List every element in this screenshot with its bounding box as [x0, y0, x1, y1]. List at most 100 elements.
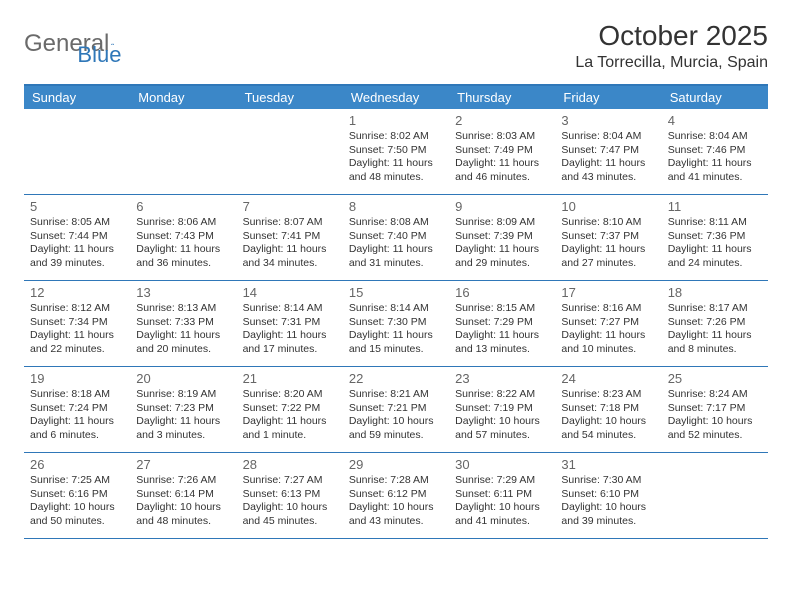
dayhead-tue: Tuesday — [237, 86, 343, 109]
calendar-day: 30 Sunrise: 7:29 AMSunset: 6:11 PMDayligh… — [449, 453, 555, 538]
day-number: 15 — [349, 285, 443, 300]
calendar-day: 3 Sunrise: 8:04 AMSunset: 7:47 PMDaylight… — [555, 109, 661, 194]
calendar-day: 9Sunrise: 8:09 AMSunset: 7:39 PMDaylight… — [449, 195, 555, 280]
title-block: October 2025 La Torrecilla, Murcia, Spai… — [575, 20, 768, 72]
day-info: Sunrise: 8:20 AMSunset: 7:22 PMDaylight:… — [243, 388, 337, 443]
calendar-day: 25 Sunrise: 8:24 AMSunset: 7:17 PMDayligh… — [662, 367, 768, 452]
calendar-day: 15 Sunrise: 8:14 AMSunset: 7:30 PMDayligh… — [343, 281, 449, 366]
day-number: 16 — [455, 285, 549, 300]
day-number: 10 — [561, 199, 655, 214]
day-info: Sunrise: 8:22 AMSunset: 7:19 PMDaylight:… — [455, 388, 549, 443]
calendar-week: 12 Sunrise: 8:12 AMSunset: 7:34 PMDayligh… — [24, 281, 768, 367]
calendar-day-empty — [130, 109, 236, 194]
calendar-day: 5 Sunrise: 8:05 AMSunset: 7:44 PMDaylight… — [24, 195, 130, 280]
calendar-day: 12 Sunrise: 8:12 AMSunset: 7:34 PMDayligh… — [24, 281, 130, 366]
calendar-day: 23 Sunrise: 8:22 AMSunset: 7:19 PMDayligh… — [449, 367, 555, 452]
day-number: 2 — [455, 113, 549, 128]
dayhead-fri: Friday — [555, 86, 661, 109]
calendar-day: 28Sunrise: 7:27 AMSunset: 6:13 PMDayligh… — [237, 453, 343, 538]
day-number: 25 — [668, 371, 762, 386]
calendar-day: 18 Sunrise: 8:17 AMSunset: 7:26 PMDayligh… — [662, 281, 768, 366]
calendar-day: 11Sunrise: 8:11 AMSunset: 7:36 PMDayligh… — [662, 195, 768, 280]
day-info: Sunrise: 8:04 AMSunset: 7:47 PMDaylight:… — [561, 130, 655, 185]
day-number: 30 — [455, 457, 549, 472]
day-number: 26 — [30, 457, 124, 472]
calendar-day-empty — [24, 109, 130, 194]
calendar-day: 7 Sunrise: 8:07 AMSunset: 7:41 PMDaylight… — [237, 195, 343, 280]
day-number: 24 — [561, 371, 655, 386]
calendar-day: 22 Sunrise: 8:21 AMSunset: 7:21 PMDayligh… — [343, 367, 449, 452]
calendar: Sunday Monday Tuesday Wednesday Thursday… — [24, 84, 768, 539]
day-number: 7 — [243, 199, 337, 214]
day-info: Sunrise: 8:23 AMSunset: 7:18 PMDaylight:… — [561, 388, 655, 443]
calendar-day: 26 Sunrise: 7:25 AMSunset: 6:16 PMDayligh… — [24, 453, 130, 538]
day-info: Sunrise: 8:14 AMSunset: 7:30 PMDaylight:… — [349, 302, 443, 357]
dayhead-sun: Sunday — [24, 86, 130, 109]
day-info: Sunrise: 7:26 AMSunset: 6:14 PMDaylight:… — [136, 474, 230, 529]
day-number: 12 — [30, 285, 124, 300]
day-number: 14 — [243, 285, 337, 300]
dayhead-wed: Wednesday — [343, 86, 449, 109]
calendar-day: 10 Sunrise: 8:10 AMSunset: 7:37 PMDayligh… — [555, 195, 661, 280]
calendar-day-empty — [662, 453, 768, 538]
calendar-day: 16 Sunrise: 8:15 AMSunset: 7:29 PMDayligh… — [449, 281, 555, 366]
calendar-body: 1 Sunrise: 8:02 AMSunset: 7:50 PMDaylight… — [24, 109, 768, 539]
calendar-week: 26 Sunrise: 7:25 AMSunset: 6:16 PMDayligh… — [24, 453, 768, 539]
day-info: Sunrise: 8:19 AMSunset: 7:23 PMDaylight:… — [136, 388, 230, 443]
day-number: 5 — [30, 199, 124, 214]
day-header-row: Sunday Monday Tuesday Wednesday Thursday… — [24, 86, 768, 109]
day-info: Sunrise: 8:09 AMSunset: 7:39 PMDaylight:… — [455, 216, 549, 271]
day-number: 3 — [561, 113, 655, 128]
day-number: 20 — [136, 371, 230, 386]
calendar-day: 20 Sunrise: 8:19 AMSunset: 7:23 PMDayligh… — [130, 367, 236, 452]
day-number: 27 — [136, 457, 230, 472]
calendar-week: 19Sunrise: 8:18 AMSunset: 7:24 PMDayligh… — [24, 367, 768, 453]
calendar-day: 8 Sunrise: 8:08 AMSunset: 7:40 PMDaylight… — [343, 195, 449, 280]
calendar-day: 14 Sunrise: 8:14 AMSunset: 7:31 PMDayligh… — [237, 281, 343, 366]
day-info: Sunrise: 8:05 AMSunset: 7:44 PMDaylight:… — [30, 216, 124, 271]
dayhead-thu: Thursday — [449, 86, 555, 109]
calendar-day-empty — [237, 109, 343, 194]
header: General Blue October 2025 La Torrecilla,… — [24, 20, 768, 72]
calendar-day: 31Sunrise: 7:30 AMSunset: 6:10 PMDayligh… — [555, 453, 661, 538]
day-number: 13 — [136, 285, 230, 300]
calendar-day: 13 Sunrise: 8:13 AMSunset: 7:33 PMDayligh… — [130, 281, 236, 366]
logo-text-blue: Blue — [77, 42, 121, 68]
calendar-day: 29 Sunrise: 7:28 AMSunset: 6:12 PMDayligh… — [343, 453, 449, 538]
day-number: 21 — [243, 371, 337, 386]
day-number: 8 — [349, 199, 443, 214]
day-info: Sunrise: 7:29 AMSunset: 6:11 PMDaylight:… — [455, 474, 549, 529]
calendar-day: 6Sunrise: 8:06 AMSunset: 7:43 PMDaylight… — [130, 195, 236, 280]
day-number: 23 — [455, 371, 549, 386]
calendar-day: 4Sunrise: 8:04 AMSunset: 7:46 PMDaylight… — [662, 109, 768, 194]
day-info: Sunrise: 7:28 AMSunset: 6:12 PMDaylight:… — [349, 474, 443, 529]
day-info: Sunrise: 8:14 AMSunset: 7:31 PMDaylight:… — [243, 302, 337, 357]
day-info: Sunrise: 8:13 AMSunset: 7:33 PMDaylight:… — [136, 302, 230, 357]
day-info: Sunrise: 8:16 AMSunset: 7:27 PMDaylight:… — [561, 302, 655, 357]
day-info: Sunrise: 8:15 AMSunset: 7:29 PMDaylight:… — [455, 302, 549, 357]
day-number: 22 — [349, 371, 443, 386]
dayhead-mon: Monday — [130, 86, 236, 109]
calendar-day: 1 Sunrise: 8:02 AMSunset: 7:50 PMDaylight… — [343, 109, 449, 194]
day-info: Sunrise: 8:11 AMSunset: 7:36 PMDaylight:… — [668, 216, 762, 271]
day-info: Sunrise: 7:25 AMSunset: 6:16 PMDaylight:… — [30, 474, 124, 529]
day-info: Sunrise: 8:18 AMSunset: 7:24 PMDaylight:… — [30, 388, 124, 443]
day-info: Sunrise: 8:24 AMSunset: 7:17 PMDaylight:… — [668, 388, 762, 443]
day-info: Sunrise: 8:08 AMSunset: 7:40 PMDaylight:… — [349, 216, 443, 271]
day-info: Sunrise: 8:07 AMSunset: 7:41 PMDaylight:… — [243, 216, 337, 271]
day-number: 1 — [349, 113, 443, 128]
day-info: Sunrise: 8:02 AMSunset: 7:50 PMDaylight:… — [349, 130, 443, 185]
day-number: 4 — [668, 113, 762, 128]
day-number: 18 — [668, 285, 762, 300]
day-info: Sunrise: 8:17 AMSunset: 7:26 PMDaylight:… — [668, 302, 762, 357]
calendar-week: 5 Sunrise: 8:05 AMSunset: 7:44 PMDaylight… — [24, 195, 768, 281]
dayhead-sat: Saturday — [662, 86, 768, 109]
day-info: Sunrise: 8:12 AMSunset: 7:34 PMDaylight:… — [30, 302, 124, 357]
day-info: Sunrise: 7:27 AMSunset: 6:13 PMDaylight:… — [243, 474, 337, 529]
day-info: Sunrise: 8:21 AMSunset: 7:21 PMDaylight:… — [349, 388, 443, 443]
calendar-week: 1 Sunrise: 8:02 AMSunset: 7:50 PMDaylight… — [24, 109, 768, 195]
calendar-day: 17Sunrise: 8:16 AMSunset: 7:27 PMDayligh… — [555, 281, 661, 366]
day-info: Sunrise: 8:10 AMSunset: 7:37 PMDaylight:… — [561, 216, 655, 271]
calendar-day: 21 Sunrise: 8:20 AMSunset: 7:22 PMDayligh… — [237, 367, 343, 452]
day-number: 29 — [349, 457, 443, 472]
